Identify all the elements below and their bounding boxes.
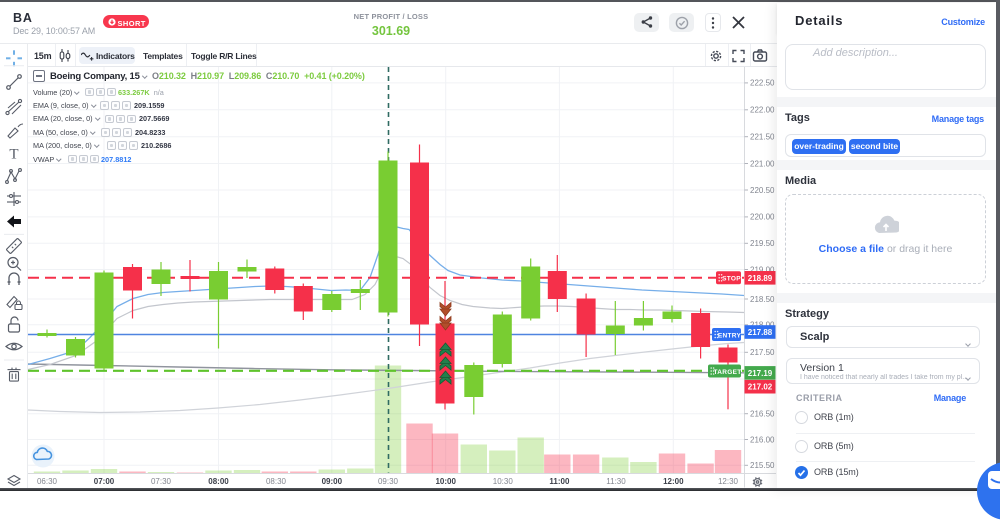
svg-text:218.00: 218.00: [750, 320, 775, 329]
svg-text:12:30: 12:30: [718, 477, 739, 486]
svg-text:222.00: 222.00: [750, 105, 775, 114]
svg-text:06:30: 06:30: [37, 477, 58, 486]
svg-text:220.00: 220.00: [750, 212, 775, 221]
svg-text:07:00: 07:00: [94, 477, 115, 486]
svg-text:ENTRY: ENTRY: [718, 332, 742, 339]
svg-text:10:00: 10:00: [435, 477, 456, 486]
svg-text:11:00: 11:00: [549, 477, 570, 486]
svg-text:217.02: 217.02: [748, 382, 773, 391]
svg-text:220.50: 220.50: [750, 185, 775, 194]
svg-text:11:30: 11:30: [606, 477, 626, 486]
svg-text:217.19: 217.19: [748, 368, 773, 377]
svg-text:215.50: 215.50: [750, 461, 775, 470]
svg-text:219.50: 219.50: [750, 239, 775, 248]
svg-text:STOP: STOP: [722, 275, 741, 282]
svg-text:08:30: 08:30: [266, 477, 287, 486]
svg-text:219.00: 219.00: [750, 265, 775, 274]
svg-text:12:00: 12:00: [663, 477, 684, 486]
svg-text:07:30: 07:30: [151, 477, 172, 486]
svg-text:221.00: 221.00: [750, 159, 775, 168]
svg-text:09:30: 09:30: [378, 477, 399, 486]
svg-text:10:30: 10:30: [493, 477, 514, 486]
svg-text:218.50: 218.50: [750, 294, 775, 303]
svg-text:216.00: 216.00: [750, 435, 775, 444]
svg-text:09:00: 09:00: [322, 477, 343, 486]
svg-text:216.50: 216.50: [750, 409, 775, 418]
svg-text:217.50: 217.50: [750, 348, 775, 357]
svg-text:T: T: [9, 147, 18, 163]
svg-text:217.88: 217.88: [748, 328, 773, 337]
svg-text:221.50: 221.50: [750, 132, 775, 141]
svg-text:08:00: 08:00: [208, 477, 229, 486]
svg-text:222.50: 222.50: [750, 78, 775, 87]
svg-text:218.89: 218.89: [748, 273, 773, 282]
svg-text:TARGET: TARGET: [713, 368, 741, 375]
